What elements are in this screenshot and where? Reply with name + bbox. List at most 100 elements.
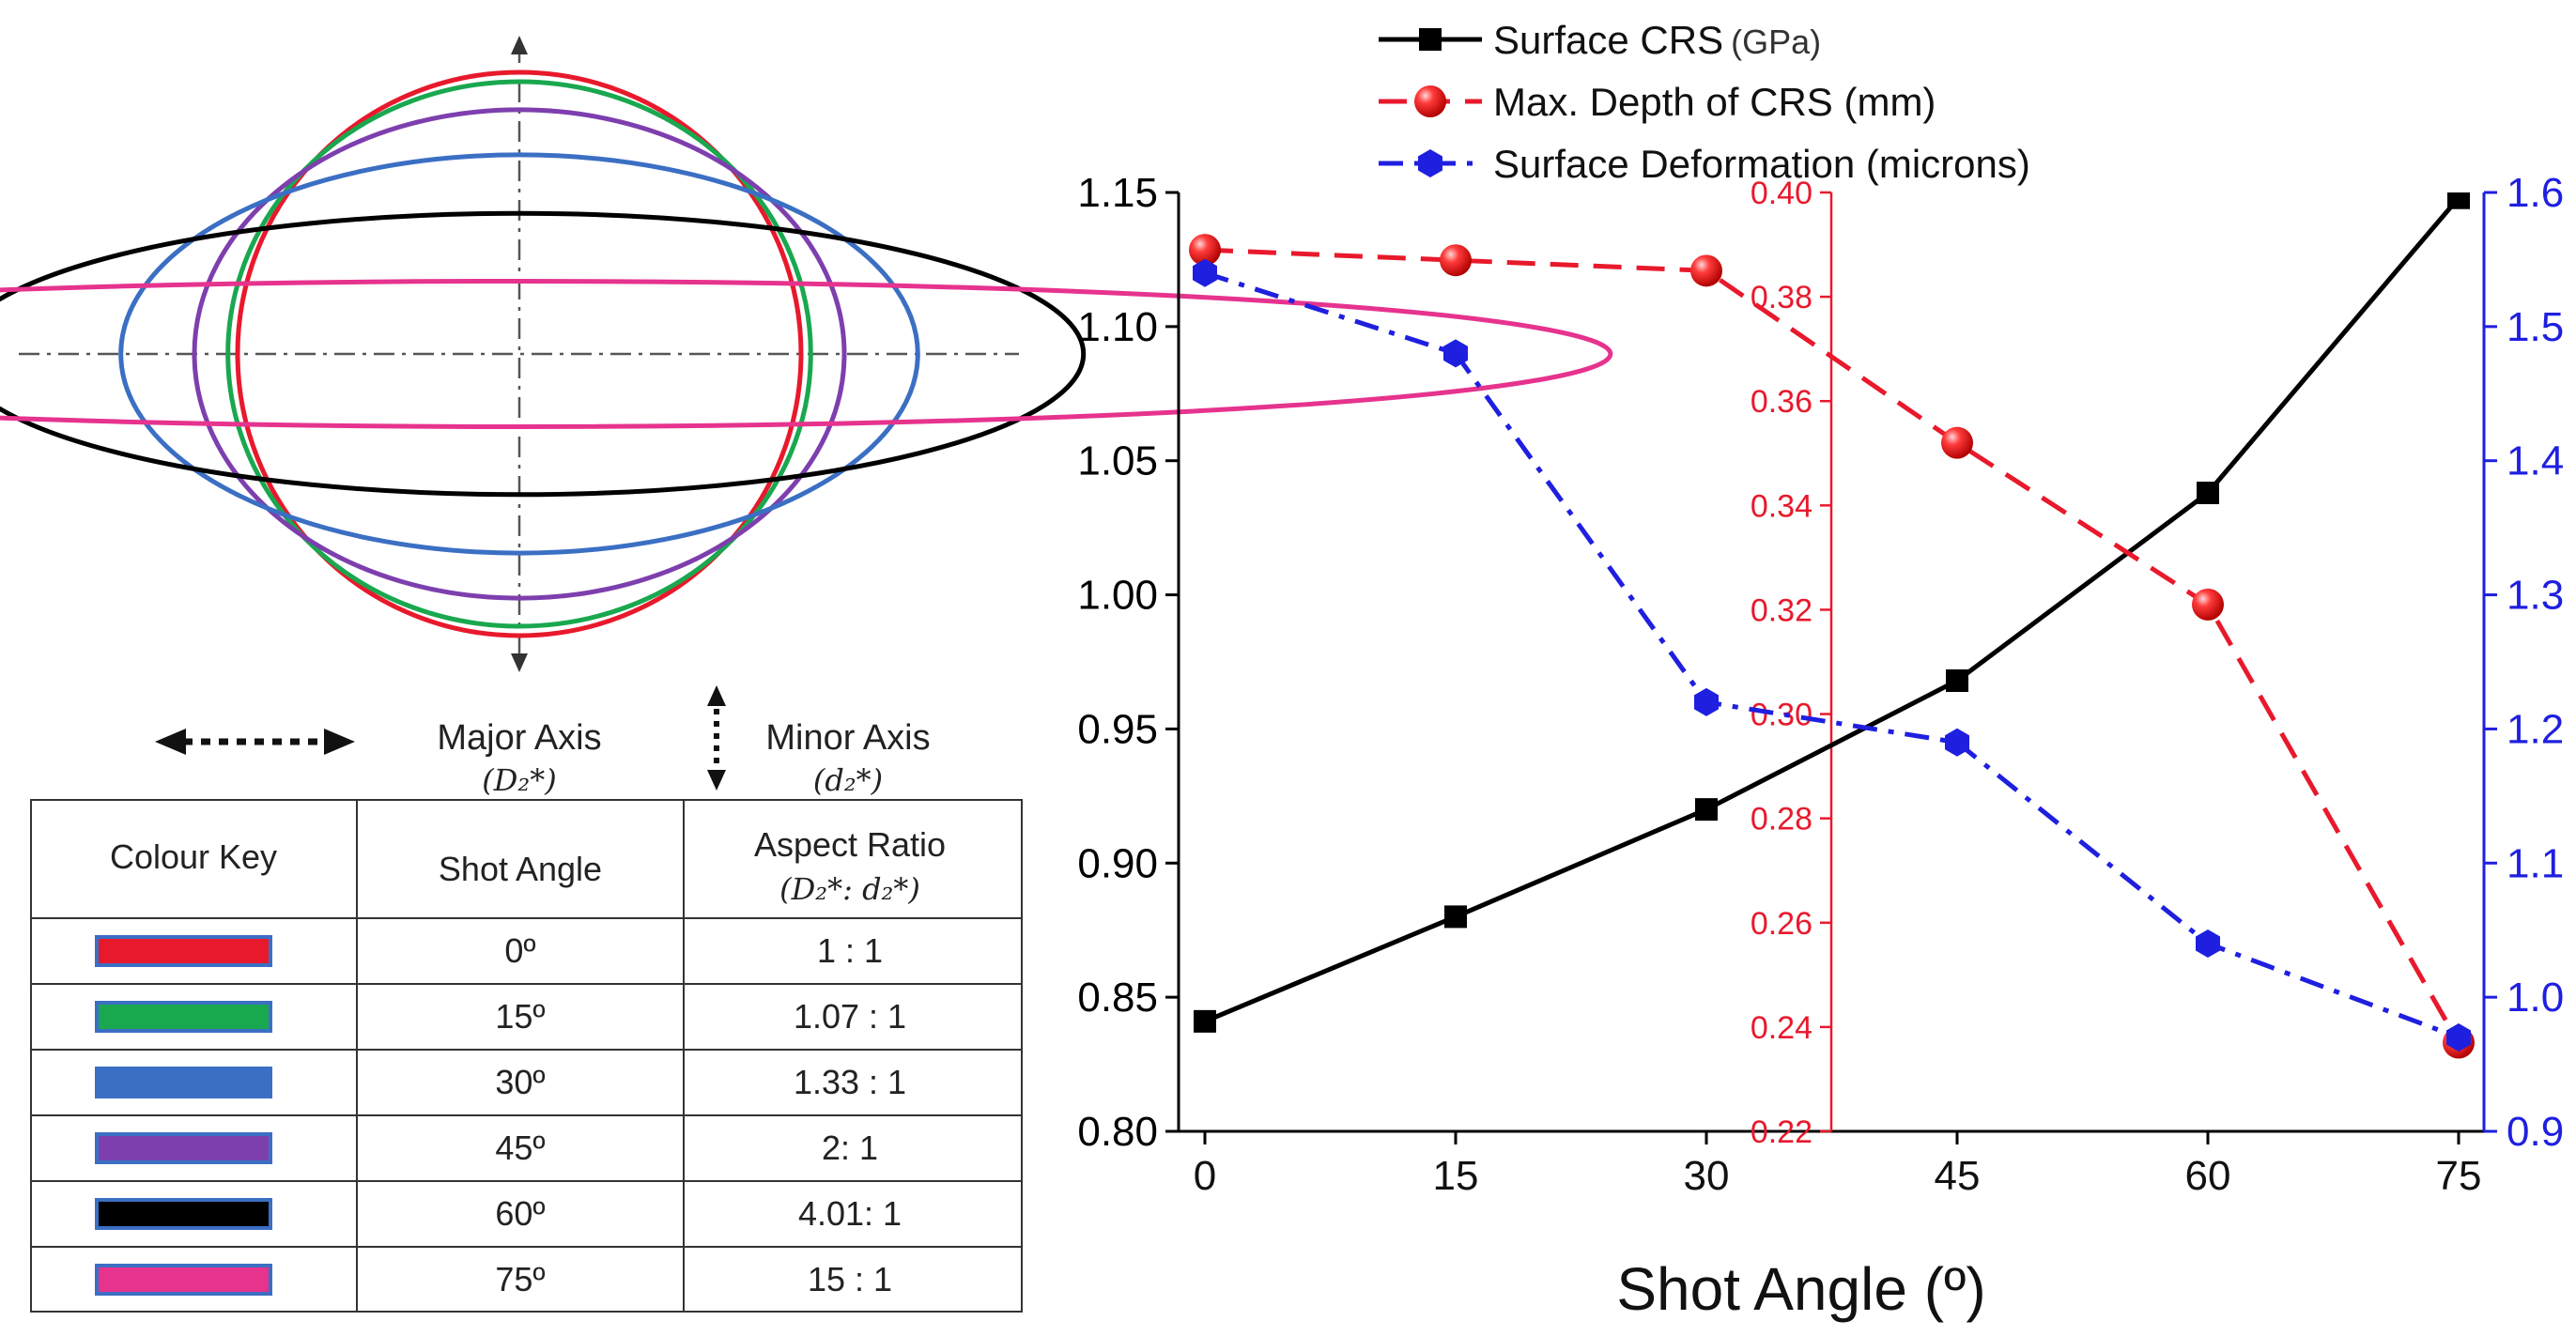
data-point	[2196, 929, 2220, 958]
legend-item: Max. Depth of CRS (mm)	[1379, 80, 1936, 124]
right-y-tick-label: 1.0	[2507, 975, 2564, 1021]
major-axis-symbol: (D₂*)	[482, 762, 556, 798]
left-y-tick-label: 1.05	[1077, 438, 1158, 484]
data-point	[1694, 687, 1719, 716]
table-cell-shot-angle: 75º	[495, 1260, 545, 1298]
legend-label: Surface CRS (GPa)	[1493, 18, 1821, 62]
inner-y-tick-label: 0.40	[1751, 176, 1812, 211]
x-tick-label: 15	[1433, 1153, 1479, 1199]
x-tick-label: 60	[2185, 1153, 2231, 1199]
ellipse-outline	[118, 152, 920, 556]
table-header-shot-angle: Shot Angle	[439, 850, 602, 888]
inner-y-tick-label: 0.28	[1751, 802, 1812, 837]
legend-label: Max. Depth of CRS (mm)	[1493, 80, 1936, 124]
minor-axis-label: Minor Axis	[765, 718, 930, 758]
series-surface-crs	[1194, 192, 2470, 1033]
ellipse-outline	[225, 79, 813, 629]
colour-swatch	[95, 1001, 272, 1033]
data-point	[1444, 905, 1467, 929]
colour-swatch	[95, 1264, 272, 1296]
data-point	[1193, 258, 1217, 287]
series-max-depth-of-crs-mm	[1189, 234, 2475, 1059]
inner-y-tick-label: 0.36	[1751, 384, 1812, 420]
data-point	[2197, 482, 2219, 504]
series-line	[1204, 196, 2460, 1024]
table-cell-aspect-ratio: 1.33 : 1	[794, 1063, 906, 1101]
data-point	[2192, 588, 2224, 621]
legend-marker	[1414, 85, 1446, 117]
data-point	[1440, 244, 1472, 277]
inner-y-tick-label: 0.34	[1751, 488, 1812, 524]
colour-key-table: Colour Key Shot Angle Aspect Ratio (D₂*:…	[30, 799, 1023, 1313]
right-y-tick-label: 1.2	[2507, 706, 2564, 752]
series-line	[1204, 270, 2460, 1040]
data-point	[1189, 234, 1221, 267]
major-axis-label: Major Axis	[437, 718, 601, 758]
minor-axis-arrow-down	[707, 770, 726, 791]
chart-legend: Surface CRS (GPa) Max. Depth of CRS (mm) Su…	[1379, 18, 2030, 186]
legend-label: Surface Deformation (microns)	[1493, 142, 2030, 186]
table-cell-aspect-ratio: 1 : 1	[817, 931, 883, 970]
table-header-colour-key: Colour Key	[110, 837, 277, 876]
table-cell-shot-angle: 45º	[495, 1129, 545, 1167]
table-header-aspect-ratio: Aspect Ratio	[754, 825, 946, 864]
left-y-tick-label: 0.95	[1077, 706, 1158, 752]
inner-y-tick-label: 0.22	[1751, 1114, 1812, 1150]
right-y-tick-label: 0.9	[2507, 1109, 2564, 1155]
right-y-tick-label: 1.1	[2507, 840, 2564, 886]
legend-item: Surface Deformation (microns)	[1379, 142, 2030, 186]
table-header-aspect-ratio-symbol: (D₂*: d₂*)	[779, 871, 920, 907]
right-y-tick-label: 1.3	[2507, 573, 2564, 619]
left-y-tick-label: 0.80	[1077, 1109, 1158, 1155]
table-cell-shot-angle: 0º	[504, 931, 535, 970]
x-tick-label: 30	[1684, 1153, 1730, 1199]
colour-swatch	[95, 1198, 272, 1230]
ellipse-overlay-diagram	[0, 36, 1613, 672]
left-y-tick-label: 1.10	[1077, 304, 1158, 350]
data-point	[1941, 426, 1973, 459]
table-cell-shot-angle: 15º	[495, 997, 545, 1036]
right-y-tick-label: 1.4	[2507, 438, 2564, 484]
data-point	[2446, 1023, 2471, 1052]
inner-y-tick-label: 0.24	[1751, 1010, 1812, 1046]
legend-marker	[1419, 28, 1442, 51]
series-line	[1204, 247, 2461, 1044]
legend-marker	[1418, 149, 1442, 177]
inner-y-tick-label: 0.30	[1751, 698, 1812, 733]
data-point	[1194, 1009, 1216, 1033]
colour-swatch	[95, 935, 272, 967]
table-cell-shot-angle: 30º	[495, 1063, 545, 1101]
major-axis-arrow-right	[324, 729, 355, 755]
axis-legend: Major Axis (D₂*) Minor Axis (d₂*)	[155, 685, 931, 798]
line-chart: Surface CRS (GPa) Max. Depth of CRS (mm) Su…	[1077, 18, 2564, 1323]
table-cell-aspect-ratio: 4.01: 1	[798, 1194, 902, 1233]
right-y-tick-label: 1.5	[2507, 304, 2564, 350]
table-border	[30, 799, 1023, 1313]
ellipse-outline	[235, 69, 804, 638]
table-cell-aspect-ratio: 2: 1	[822, 1129, 878, 1167]
table-cell-aspect-ratio: 1.07 : 1	[794, 997, 906, 1036]
series-surface-deformation-microns	[1193, 258, 2471, 1052]
left-y-tick-label: 0.85	[1077, 975, 1158, 1021]
left-y-tick-label: 1.00	[1077, 573, 1158, 619]
data-point	[1946, 669, 1968, 692]
ellipse-outline	[0, 210, 1087, 498]
inner-y-tick-label: 0.32	[1751, 592, 1812, 628]
table-cell-aspect-ratio: 15 : 1	[808, 1260, 892, 1298]
colour-swatch	[95, 1132, 272, 1164]
inner-y-tick-label: 0.38	[1751, 280, 1812, 315]
data-point	[1945, 728, 1969, 757]
left-y-tick-label: 1.15	[1077, 170, 1158, 216]
data-point	[1695, 798, 1718, 822]
x-tick-label: 45	[1935, 1153, 1981, 1199]
colour-swatch	[95, 1067, 272, 1098]
right-y-tick-label: 1.6	[2507, 170, 2564, 216]
vertical-axis-arrow-top	[511, 36, 528, 54]
data-point	[1443, 339, 1468, 368]
inner-y-tick-label: 0.26	[1751, 906, 1812, 942]
minor-axis-symbol: (d₂*)	[813, 762, 883, 798]
left-y-tick-label: 0.90	[1077, 840, 1158, 886]
x-tick-label: 0	[1194, 1153, 1216, 1199]
major-axis-arrow-left	[155, 729, 186, 755]
